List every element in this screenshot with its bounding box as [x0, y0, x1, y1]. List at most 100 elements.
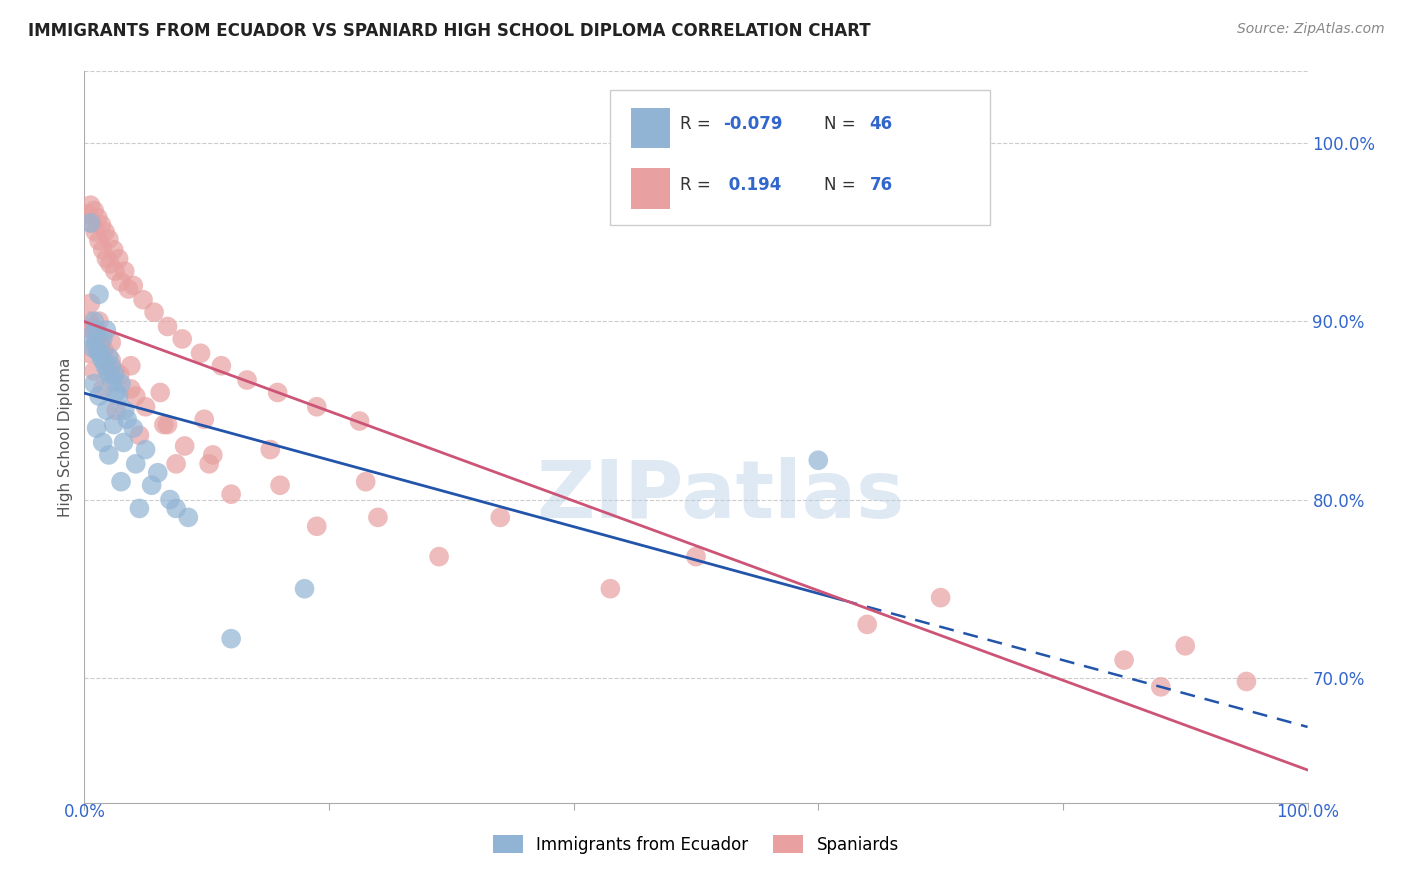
Point — [132, 293, 155, 307]
Text: ZIPatlas: ZIPatlas — [536, 457, 904, 534]
Point — [172, 332, 194, 346]
Point — [90, 351, 112, 366]
Point — [104, 364, 127, 378]
Point — [91, 332, 114, 346]
Point — [96, 323, 118, 337]
Point — [84, 335, 107, 350]
Point — [87, 287, 110, 301]
FancyBboxPatch shape — [610, 90, 990, 225]
Point — [165, 457, 187, 471]
Text: -0.079: -0.079 — [723, 115, 782, 133]
Text: N =: N = — [824, 176, 862, 194]
Point — [190, 346, 212, 360]
Point — [128, 501, 150, 516]
Text: 0.194: 0.194 — [723, 176, 782, 194]
Point — [79, 216, 101, 230]
Text: 76: 76 — [870, 176, 893, 194]
Point — [427, 549, 450, 564]
Point — [77, 314, 100, 328]
Point — [1150, 680, 1173, 694]
Point — [201, 448, 224, 462]
Point — [1114, 653, 1136, 667]
Point — [149, 385, 172, 400]
Point — [97, 350, 120, 364]
Point — [94, 359, 117, 373]
Text: Source: ZipAtlas.com: Source: ZipAtlas.com — [1237, 22, 1385, 37]
Point — [93, 343, 115, 357]
Point — [87, 344, 110, 359]
Point — [97, 232, 120, 246]
Point — [97, 364, 120, 378]
Point — [110, 275, 132, 289]
Point — [86, 421, 108, 435]
Point — [1236, 674, 1258, 689]
Point — [120, 382, 142, 396]
Point — [193, 412, 215, 426]
Point — [266, 385, 288, 400]
Point — [128, 428, 150, 442]
Text: 100.0%: 100.0% — [1277, 803, 1339, 821]
Point — [173, 439, 195, 453]
Point — [114, 264, 136, 278]
Point — [156, 417, 179, 432]
Point — [83, 376, 105, 391]
Point — [685, 549, 707, 564]
Point — [83, 203, 105, 218]
Point — [153, 417, 176, 432]
Point — [117, 282, 139, 296]
Point — [87, 234, 110, 248]
Point — [114, 403, 136, 417]
Point — [103, 417, 125, 432]
Point — [89, 335, 111, 350]
Point — [219, 487, 242, 501]
Point — [96, 403, 118, 417]
Point — [489, 510, 512, 524]
Point — [79, 198, 101, 212]
Text: IMMIGRANTS FROM ECUADOR VS SPANIARD HIGH SCHOOL DIPLOMA CORRELATION CHART: IMMIGRANTS FROM ECUADOR VS SPANIARD HIGH… — [28, 22, 870, 40]
Point — [83, 364, 105, 378]
Point — [135, 400, 157, 414]
Point — [91, 382, 114, 396]
Point — [98, 368, 121, 382]
Point — [93, 353, 115, 368]
Point — [82, 321, 104, 335]
Point — [98, 257, 121, 271]
Point — [219, 632, 242, 646]
Point — [91, 243, 114, 257]
Point — [86, 328, 108, 343]
Y-axis label: High School Diploma: High School Diploma — [58, 358, 73, 516]
Point — [146, 466, 169, 480]
Point — [156, 319, 179, 334]
Point — [83, 314, 105, 328]
Point — [87, 389, 110, 403]
Point — [110, 475, 132, 489]
Point — [198, 457, 221, 471]
Point — [104, 368, 127, 382]
Point — [79, 296, 101, 310]
Point — [90, 341, 112, 355]
Point — [82, 341, 104, 355]
Point — [269, 478, 291, 492]
Point — [80, 328, 103, 343]
Point — [1174, 639, 1197, 653]
Point — [112, 435, 135, 450]
Point — [367, 510, 389, 524]
Point — [165, 501, 187, 516]
Point — [125, 457, 148, 471]
Point — [80, 216, 103, 230]
Point — [135, 442, 157, 457]
Legend: Immigrants from Ecuador, Spaniards: Immigrants from Ecuador, Spaniards — [486, 829, 905, 860]
Point — [159, 492, 181, 507]
Point — [305, 519, 328, 533]
Point — [929, 591, 952, 605]
Point — [122, 421, 145, 435]
Point — [90, 218, 112, 232]
Point — [259, 442, 281, 457]
Point — [143, 305, 166, 319]
Point — [236, 373, 259, 387]
Point — [91, 435, 114, 450]
Text: 0.0%: 0.0% — [63, 803, 105, 821]
Point — [96, 252, 118, 266]
Point — [94, 225, 117, 239]
Point — [599, 582, 621, 596]
